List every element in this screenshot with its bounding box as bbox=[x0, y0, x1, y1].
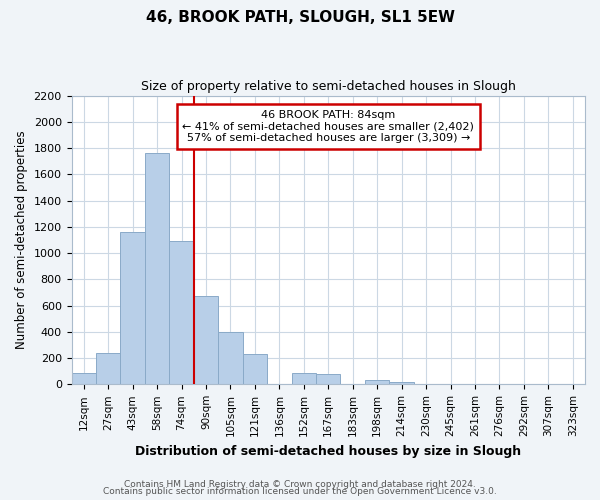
X-axis label: Distribution of semi-detached houses by size in Slough: Distribution of semi-detached houses by … bbox=[135, 444, 521, 458]
Bar bbox=[194, 296, 218, 384]
Title: Size of property relative to semi-detached houses in Slough: Size of property relative to semi-detach… bbox=[141, 80, 516, 93]
Bar bbox=[316, 374, 340, 384]
Text: 46, BROOK PATH, SLOUGH, SL1 5EW: 46, BROOK PATH, SLOUGH, SL1 5EW bbox=[146, 10, 455, 25]
Bar bbox=[218, 332, 242, 384]
Bar bbox=[121, 232, 145, 384]
Bar bbox=[292, 373, 316, 384]
Bar bbox=[71, 372, 96, 384]
Text: 46 BROOK PATH: 84sqm
← 41% of semi-detached houses are smaller (2,402)
57% of se: 46 BROOK PATH: 84sqm ← 41% of semi-detac… bbox=[182, 110, 474, 143]
Text: Contains HM Land Registry data © Crown copyright and database right 2024.: Contains HM Land Registry data © Crown c… bbox=[124, 480, 476, 489]
Bar bbox=[96, 353, 121, 384]
Y-axis label: Number of semi-detached properties: Number of semi-detached properties bbox=[15, 130, 28, 349]
Bar bbox=[389, 382, 414, 384]
Bar bbox=[169, 242, 194, 384]
Bar bbox=[242, 354, 267, 384]
Text: Contains public sector information licensed under the Open Government Licence v3: Contains public sector information licen… bbox=[103, 488, 497, 496]
Bar bbox=[145, 154, 169, 384]
Bar bbox=[365, 380, 389, 384]
